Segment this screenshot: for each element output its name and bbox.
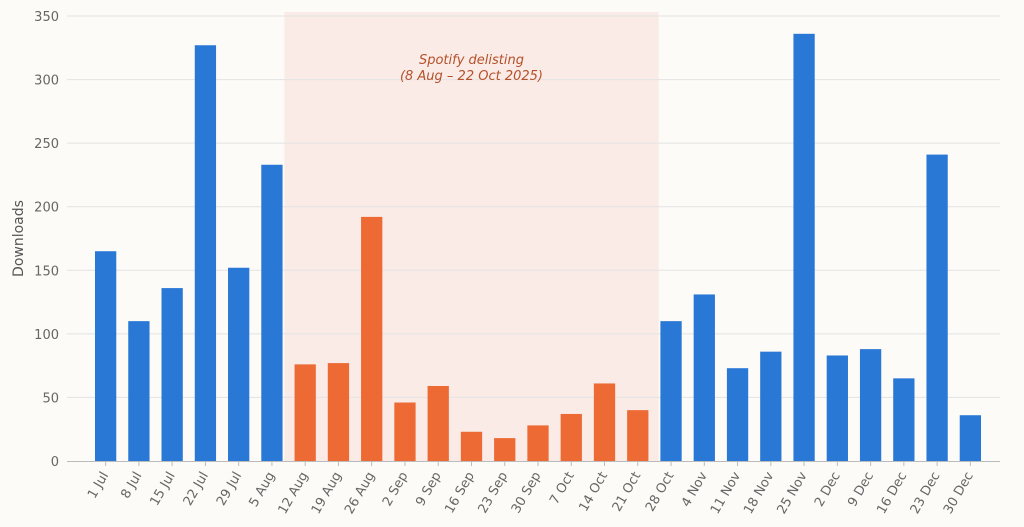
bar-28-oct bbox=[660, 321, 682, 461]
bar-30-dec bbox=[959, 415, 982, 461]
y-tick-label: 250 bbox=[34, 137, 59, 152]
bar-18-nov bbox=[760, 351, 782, 461]
x-tick-label: 14 Oct bbox=[576, 470, 611, 515]
bar-25-nov bbox=[793, 33, 815, 462]
y-tick-label: 300 bbox=[34, 74, 59, 89]
bar-21-oct bbox=[627, 410, 649, 461]
gridlines bbox=[67, 15, 1000, 398]
bar-9-sep bbox=[427, 385, 449, 461]
x-tick-label: 16 Sep bbox=[442, 469, 478, 516]
bar-30-sep bbox=[527, 425, 549, 461]
bar-8-jul bbox=[128, 321, 150, 461]
x-tick-label: 23 Sep bbox=[476, 469, 512, 516]
bar-2-dec bbox=[826, 355, 848, 461]
y-tick-label: 50 bbox=[42, 391, 59, 406]
x-tick-label: 26 Aug bbox=[342, 470, 378, 517]
x-tick-label: 30 Sep bbox=[509, 470, 545, 517]
bar-23-dec bbox=[926, 154, 948, 462]
y-axis-title: Downloads bbox=[11, 200, 27, 277]
x-tick-label: 1 Jul bbox=[85, 470, 112, 502]
bar-1-jul bbox=[94, 251, 117, 461]
annotation-date-range: (8 Aug – 22 Oct 2025) bbox=[400, 69, 543, 84]
x-tick-label: 28 Oct bbox=[643, 470, 678, 515]
bar-5-aug bbox=[261, 164, 283, 461]
x-tick-label: 16 Dec bbox=[874, 470, 910, 517]
y-tick-label: 100 bbox=[34, 328, 59, 343]
bar-16-dec bbox=[893, 378, 915, 461]
bar-16-sep bbox=[460, 431, 483, 461]
bar-4-nov bbox=[693, 294, 715, 461]
x-tick-label: 21 Oct bbox=[610, 470, 645, 515]
x-tick-label: 22 Jul bbox=[181, 470, 212, 509]
x-tick-label: 4 Nov bbox=[679, 469, 711, 509]
bar-14-oct bbox=[593, 383, 616, 461]
bars bbox=[94, 33, 982, 462]
x-tick-label: 15 Jul bbox=[147, 470, 178, 509]
x-tick-label: 7 Oct bbox=[547, 470, 577, 508]
x-tick-label: 9 Sep bbox=[413, 470, 444, 509]
x-tick-label: 29 Jul bbox=[214, 470, 245, 509]
x-tick-label: 9 Dec bbox=[845, 470, 877, 510]
bar-7-oct bbox=[560, 413, 582, 461]
x-tick-label: 5 Aug bbox=[247, 470, 279, 510]
y-tick-label: 150 bbox=[34, 264, 59, 279]
x-tick-label: 8 Jul bbox=[118, 470, 145, 502]
bar-19-aug bbox=[327, 363, 350, 461]
y-tick-label: 350 bbox=[34, 10, 59, 25]
x-tick-label: 19 Aug bbox=[309, 470, 345, 517]
x-tick-label: 11 Nov bbox=[708, 469, 744, 517]
x-tick-label: 25 Nov bbox=[775, 469, 811, 517]
bar-29-jul bbox=[228, 267, 250, 461]
annotation-title: Spotify delisting bbox=[419, 53, 524, 68]
annotation: Spotify delisting (8 Aug – 22 Oct 2025) bbox=[400, 53, 543, 84]
x-tick-label: 30 Dec bbox=[941, 470, 977, 517]
bar-22-jul bbox=[194, 45, 217, 461]
x-tick-label: 18 Nov bbox=[741, 469, 777, 517]
bar-26-aug bbox=[361, 216, 383, 461]
bar-9-dec bbox=[859, 349, 882, 461]
bar-23-sep bbox=[494, 438, 516, 461]
y-tick-label: 200 bbox=[34, 201, 59, 216]
x-tick-label: 23 Dec bbox=[908, 470, 944, 517]
x-tick-label: 12 Aug bbox=[276, 470, 312, 517]
x-tick-label: 2 Sep bbox=[380, 470, 411, 509]
bar-11-nov bbox=[726, 368, 749, 461]
x-tick-label: 2 Dec bbox=[812, 470, 844, 510]
bar-2-sep bbox=[394, 402, 416, 461]
bar-15-jul bbox=[161, 288, 183, 461]
y-tick-label: 0 bbox=[51, 455, 59, 470]
bar-12-aug bbox=[294, 364, 316, 461]
